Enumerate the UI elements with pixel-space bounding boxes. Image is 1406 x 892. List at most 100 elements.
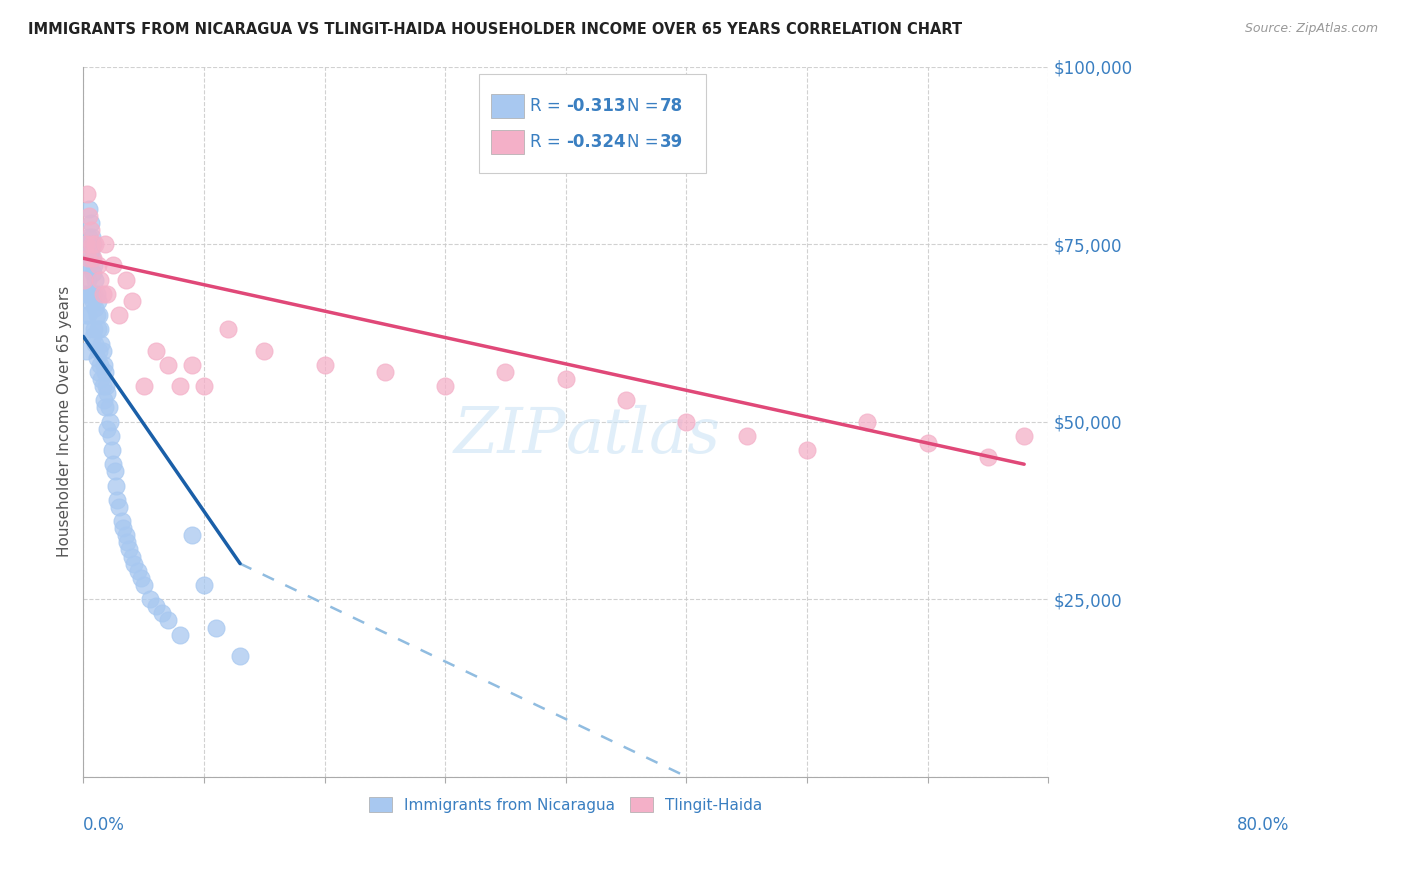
Point bbox=[89, 272, 111, 286]
Point bbox=[156, 358, 179, 372]
Point bbox=[90, 372, 112, 386]
Text: 39: 39 bbox=[661, 133, 683, 151]
Point bbox=[79, 259, 101, 273]
Point bbox=[77, 237, 100, 252]
Point bbox=[84, 237, 107, 252]
Point bbox=[96, 386, 118, 401]
Point bbox=[90, 336, 112, 351]
Point bbox=[79, 244, 101, 259]
Point bbox=[75, 308, 97, 322]
Point bbox=[98, 415, 121, 429]
Point bbox=[79, 202, 101, 216]
Point bbox=[79, 223, 101, 237]
Point bbox=[193, 578, 215, 592]
FancyBboxPatch shape bbox=[479, 74, 706, 173]
Text: atlas: atlas bbox=[565, 405, 721, 467]
Legend: Immigrants from Nicaragua, Tlingit-Haida: Immigrants from Nicaragua, Tlingit-Haida bbox=[363, 790, 769, 819]
Point bbox=[108, 500, 131, 514]
Point bbox=[73, 286, 96, 301]
Point bbox=[169, 379, 191, 393]
Point bbox=[76, 322, 98, 336]
Point bbox=[145, 343, 167, 358]
Point bbox=[80, 252, 103, 266]
Point bbox=[77, 308, 100, 322]
Point bbox=[94, 237, 117, 252]
Point bbox=[82, 266, 104, 280]
Point bbox=[495, 365, 517, 379]
Point bbox=[86, 308, 108, 322]
Point bbox=[122, 557, 145, 571]
Point bbox=[121, 549, 143, 564]
Point bbox=[87, 293, 110, 308]
Point bbox=[105, 492, 128, 507]
Point bbox=[614, 393, 637, 408]
Point bbox=[87, 343, 110, 358]
Point bbox=[229, 648, 252, 663]
Point bbox=[96, 379, 118, 393]
Point bbox=[87, 308, 110, 322]
Point bbox=[91, 343, 114, 358]
Text: IMMIGRANTS FROM NICARAGUA VS TLINGIT-HAIDA HOUSEHOLDER INCOME OVER 65 YEARS CORR: IMMIGRANTS FROM NICARAGUA VS TLINGIT-HAI… bbox=[28, 22, 962, 37]
FancyBboxPatch shape bbox=[492, 95, 524, 119]
Point bbox=[82, 293, 104, 308]
Point bbox=[217, 322, 239, 336]
Point bbox=[115, 535, 138, 549]
Point bbox=[87, 365, 110, 379]
Point bbox=[86, 351, 108, 365]
Point bbox=[82, 237, 104, 252]
Point bbox=[89, 322, 111, 336]
Point bbox=[75, 237, 97, 252]
Point bbox=[434, 379, 457, 393]
Point bbox=[675, 415, 697, 429]
Point bbox=[132, 578, 155, 592]
Point bbox=[82, 252, 104, 266]
Point bbox=[169, 627, 191, 641]
Point bbox=[103, 457, 125, 471]
Point bbox=[121, 293, 143, 308]
Point bbox=[104, 478, 127, 492]
Point bbox=[80, 286, 103, 301]
Point bbox=[112, 521, 135, 535]
Point bbox=[76, 187, 98, 202]
Point bbox=[76, 259, 98, 273]
Point bbox=[127, 564, 149, 578]
Point bbox=[977, 450, 1000, 464]
Point bbox=[796, 442, 818, 457]
Text: -0.313: -0.313 bbox=[565, 97, 626, 115]
Point bbox=[138, 592, 160, 607]
Text: ZIP: ZIP bbox=[453, 405, 565, 467]
Point bbox=[94, 401, 117, 415]
Point bbox=[129, 571, 152, 585]
Point bbox=[314, 358, 336, 372]
Point bbox=[132, 379, 155, 393]
Point bbox=[82, 329, 104, 343]
Point bbox=[100, 429, 122, 443]
Text: N =: N = bbox=[627, 133, 664, 151]
Point bbox=[93, 358, 115, 372]
Point bbox=[79, 209, 101, 223]
Point bbox=[93, 393, 115, 408]
Point bbox=[111, 514, 134, 528]
Point bbox=[87, 322, 110, 336]
Text: -0.324: -0.324 bbox=[565, 133, 626, 151]
Point bbox=[76, 286, 98, 301]
Point bbox=[145, 599, 167, 614]
Point bbox=[79, 230, 101, 244]
Point bbox=[83, 322, 105, 336]
Point bbox=[103, 259, 125, 273]
Point bbox=[86, 286, 108, 301]
Point bbox=[79, 216, 101, 230]
Text: 0.0%: 0.0% bbox=[83, 815, 125, 834]
Point bbox=[97, 401, 120, 415]
Point bbox=[96, 422, 118, 436]
FancyBboxPatch shape bbox=[492, 130, 524, 154]
Point bbox=[856, 415, 879, 429]
Text: 80.0%: 80.0% bbox=[1237, 815, 1289, 834]
Point bbox=[554, 372, 576, 386]
Point bbox=[104, 464, 127, 478]
Point bbox=[156, 614, 179, 628]
Point bbox=[89, 358, 111, 372]
Point bbox=[83, 286, 105, 301]
Point bbox=[91, 286, 114, 301]
Point bbox=[253, 343, 276, 358]
